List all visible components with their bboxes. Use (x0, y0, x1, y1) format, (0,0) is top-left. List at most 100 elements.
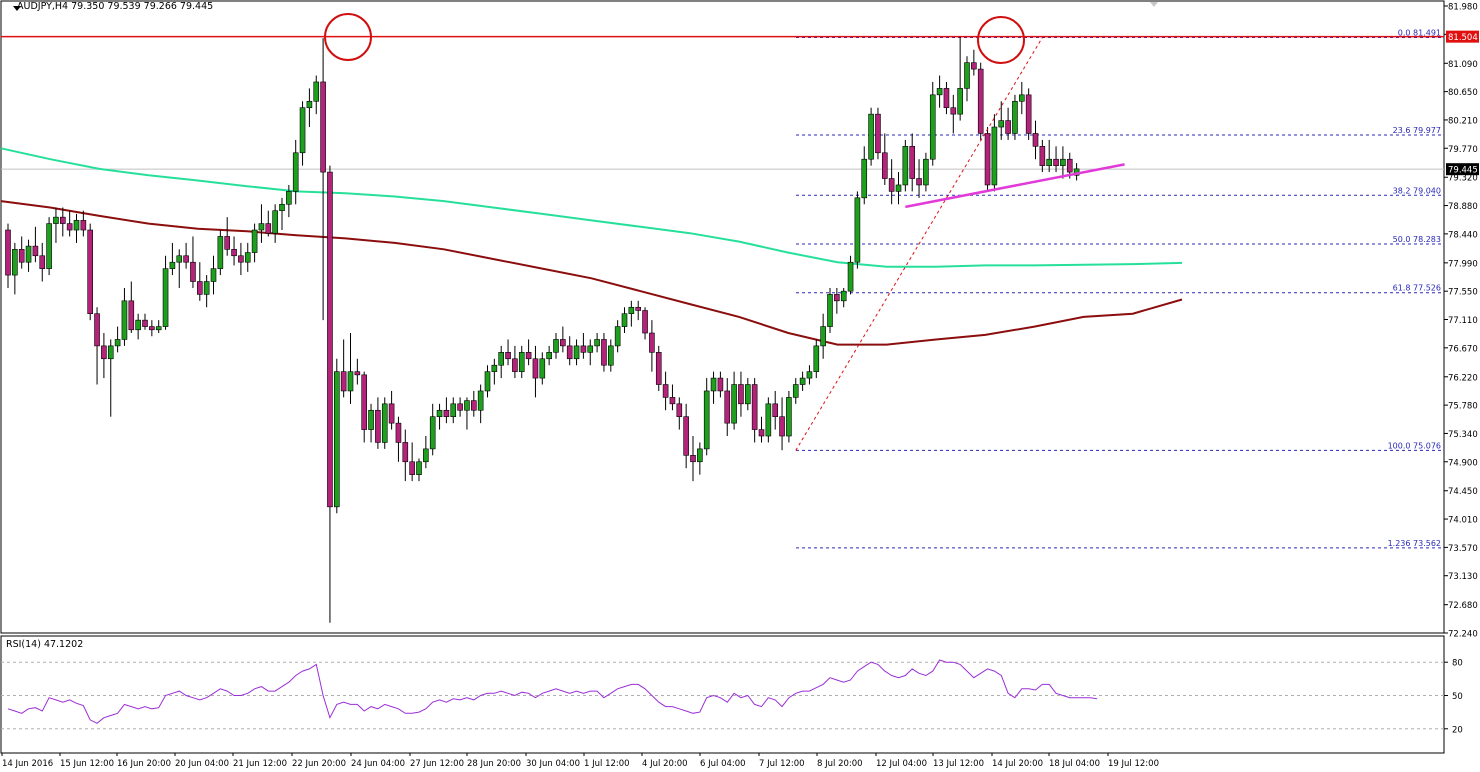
candle (484, 365, 491, 398)
symbol-dropdown-icon[interactable] (13, 6, 21, 11)
chart-shift-marker (1150, 2, 1158, 7)
fib-level-label: 61.8 77.526 (1393, 284, 1441, 293)
candle (12, 242, 18, 295)
price-axis-label: 74.450 (1448, 487, 1478, 497)
time-axis-label: 1 Jul 12:00 (584, 759, 630, 769)
price-axis-label: 74.010 (1448, 516, 1478, 526)
candle (450, 397, 457, 424)
candle (135, 313, 141, 340)
candle (477, 384, 484, 424)
candle-body (313, 81, 320, 102)
candle-body (1005, 120, 1011, 134)
candle-body (635, 306, 642, 311)
candle-body (840, 290, 847, 302)
rsi-axis-label: 80 (1452, 659, 1463, 669)
candle-body (423, 448, 429, 463)
resistance-price-label: 81.504 (1448, 33, 1478, 43)
candle-body (464, 400, 470, 411)
candle (758, 416, 765, 443)
candle (1039, 139, 1046, 173)
symbol-name: AUDJPY,H4 (17, 1, 69, 12)
candle-body (443, 409, 450, 418)
time-axis: 14 Jun 2016 15 Jun 12:00 16 Jun 20:00 20 Ju… (1, 753, 1159, 769)
price-axis-label: 80.210 (1448, 116, 1478, 126)
rsi-panel-frame (0, 635, 1445, 754)
price-axis-label: 72.680 (1448, 601, 1478, 611)
candle (457, 397, 463, 417)
candle-body (566, 345, 573, 360)
candle-body (251, 229, 258, 253)
candle-body (361, 374, 368, 430)
candle-body (354, 371, 361, 376)
candle-body (39, 255, 46, 269)
candle-body (607, 345, 614, 366)
candle (347, 333, 354, 404)
candle (286, 184, 292, 218)
candle-body (724, 390, 731, 424)
price-axis-label: 78.880 (1448, 202, 1478, 212)
time-axis-label: 27 Jun 12:00 (410, 759, 464, 769)
candle-body (854, 197, 861, 263)
candle-body (601, 339, 607, 366)
candle-body (87, 229, 93, 315)
candle-body (573, 345, 580, 360)
candle-body (183, 255, 189, 263)
candle-body (731, 384, 737, 424)
candle-body (121, 300, 128, 340)
candle-body (395, 422, 402, 443)
candle-body (327, 171, 333, 508)
candle-body (642, 310, 648, 334)
candle-body (539, 358, 546, 379)
candle (703, 378, 710, 456)
candle-body (231, 249, 237, 257)
fib-level-label: 100.0 75.076 (1388, 441, 1441, 450)
candle-body (957, 88, 963, 115)
candle (142, 313, 148, 330)
candle (299, 101, 306, 166)
candle-body (984, 133, 991, 186)
candle (834, 287, 840, 314)
candle (190, 236, 196, 288)
candle-body (203, 281, 210, 295)
rsi-axis-label: 20 (1452, 725, 1463, 735)
candle-body (197, 281, 203, 295)
candle (128, 281, 135, 334)
candle (936, 75, 943, 108)
candle-body (827, 294, 833, 327)
time-axis-label: 22 Jun 20:00 (292, 759, 346, 769)
candle (601, 333, 607, 372)
candle (1032, 120, 1039, 160)
candle (614, 320, 621, 353)
candle (381, 397, 388, 449)
price-axis-label: 75.780 (1448, 402, 1478, 412)
candle (1060, 146, 1066, 179)
candle-body (553, 339, 559, 353)
candle-body (546, 352, 552, 360)
candle-body (470, 400, 477, 411)
candle-body (772, 403, 779, 418)
candle-body (998, 120, 1005, 128)
candle (375, 397, 381, 449)
candle-body (847, 261, 854, 292)
candle (1053, 146, 1059, 173)
candle (909, 133, 916, 192)
candle (868, 107, 874, 166)
candle-body (114, 339, 121, 347)
price-axis-label: 75.340 (1448, 430, 1478, 440)
candle (258, 204, 265, 243)
candle (751, 378, 758, 443)
candle (176, 249, 183, 288)
symbol-header: AUDJPY,H4 79.350 79.539 79.266 79.445 (6, 1, 213, 12)
candle-body (107, 345, 114, 360)
candle-body (813, 345, 820, 372)
candle (539, 352, 546, 385)
candle (265, 210, 272, 237)
candle-body (224, 236, 230, 250)
fib-level-label: 38.2 79.040 (1393, 186, 1441, 195)
price-axis-label: 79.770 (1448, 145, 1478, 155)
candle-body (155, 326, 162, 331)
candle (998, 101, 1005, 140)
candle-body (991, 126, 998, 186)
candle (847, 255, 854, 295)
